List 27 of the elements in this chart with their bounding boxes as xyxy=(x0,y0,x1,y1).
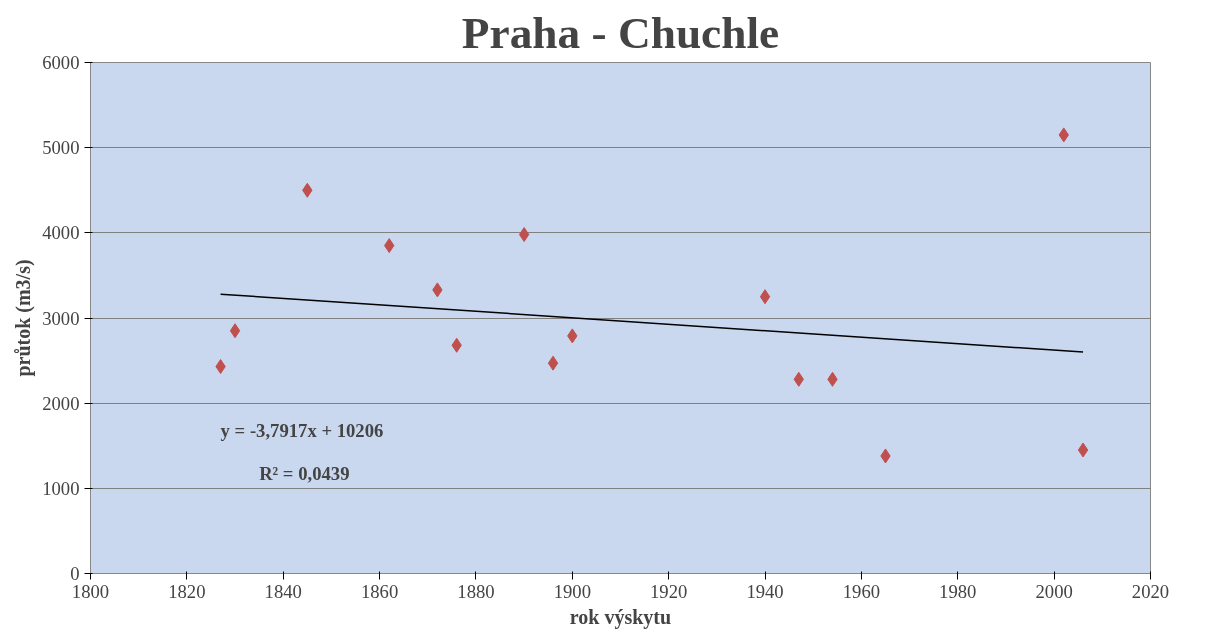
annotation: R² = 0,0439 xyxy=(259,463,350,485)
chart-title: Praha - Chuchle xyxy=(461,7,780,58)
y-axis-title: průtok (m3/s) xyxy=(12,259,36,377)
x-tick-label: 1940 xyxy=(746,580,784,602)
y-tick-label: 3000 xyxy=(42,307,80,329)
x-tick-label: 2020 xyxy=(1131,580,1170,602)
y-tick-label: 1000 xyxy=(42,477,80,499)
x-tick-label: 1820 xyxy=(168,580,206,602)
x-axis-title: rok výskytu xyxy=(569,605,672,629)
x-tick-label: 1900 xyxy=(553,580,591,602)
point xyxy=(229,323,241,339)
x-tick-label: 1860 xyxy=(360,580,399,602)
x-tick-label: 1880 xyxy=(457,580,495,602)
y-tick-label: 4000 xyxy=(42,222,80,244)
y-tick-label: 6000 xyxy=(42,52,80,73)
x-tick-label: 1840 xyxy=(264,580,302,602)
y-tick-label: 2000 xyxy=(42,392,80,414)
point xyxy=(547,355,559,371)
y-tick-label: 5000 xyxy=(42,137,80,159)
point xyxy=(518,227,530,243)
x-tick-label: 1980 xyxy=(939,580,977,602)
x-tick-label: 1920 xyxy=(650,580,688,602)
point xyxy=(759,289,771,305)
x-tick-label: 2000 xyxy=(1035,580,1073,602)
point xyxy=(1077,442,1089,458)
x-tick-label: 1960 xyxy=(842,580,881,602)
annotation: y = -3,7917x + 10206 xyxy=(220,420,384,442)
